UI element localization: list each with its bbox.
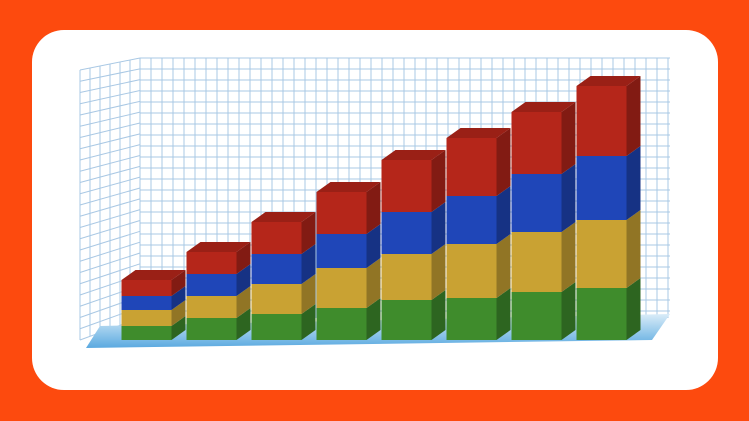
bar-segment [576,220,627,288]
bar-segment-side [366,182,381,234]
bar-segment-side [236,308,251,340]
bar-segment [511,174,562,232]
bar-top [251,212,316,222]
bar-segment [251,314,302,340]
bar-segment-side [301,304,316,340]
bars [121,76,641,340]
bar-segment-side [626,76,641,156]
bar-segment-side [496,288,511,340]
bar-segment-side [236,286,251,318]
bar-segment-side [236,242,251,274]
bar-segment-side [431,150,446,212]
bar-segment-side [171,286,186,310]
bar-segment-side [431,202,446,254]
bar-segment-side [431,290,446,340]
bar-segment [121,326,172,340]
bar-segment [446,244,497,298]
bar-segment [316,308,367,340]
bar-segment-side [301,212,316,254]
bar-segment-side [431,244,446,300]
bar-top [446,128,511,138]
bar-segment [576,156,627,220]
bar-segment [121,280,172,296]
bar-segment-side [366,298,381,340]
bar-segment-side [301,274,316,314]
bar-segment [186,274,237,296]
bar-segment [576,86,627,156]
bar-segment-side [561,164,576,232]
bar-top [576,76,641,86]
bar-segment [121,296,172,310]
bar-segment [316,268,367,308]
bar-segment [381,300,432,340]
bar-segment-side [171,270,186,296]
bar-top [381,150,446,160]
bar-segment [251,222,302,254]
bar-segment [381,254,432,300]
bar-segment [381,212,432,254]
bar-segment [446,196,497,244]
bar-segment-side [366,258,381,308]
bar-segment [446,298,497,340]
bar-segment [251,254,302,284]
bar-segment [251,284,302,314]
bar-segment-side [496,234,511,298]
bar-segment [511,232,562,292]
bar-segment [316,192,367,234]
bar-segment [511,292,562,340]
bar-segment [576,288,627,340]
bar-segment [121,310,172,326]
bar-segment [186,296,237,318]
bar-top [121,270,186,280]
bar-top [511,102,576,112]
bar-segment-side [626,278,641,340]
bar-segment [316,234,367,268]
bar-segment-side [496,186,511,244]
bar-segment [186,318,237,340]
bar-segment-side [561,102,576,174]
bar-segment [446,138,497,196]
bar-top [316,182,381,192]
bar-segment-side [301,244,316,284]
bar-segment-side [171,316,186,340]
bar-segment [186,252,237,274]
bar-segment-side [171,300,186,326]
bar-segment-side [626,146,641,220]
bar-segment-side [366,224,381,268]
bar-segment-side [496,128,511,196]
bar-segment-side [561,222,576,292]
bar-segment [511,112,562,174]
bar-segment-side [236,264,251,296]
bar-segment [381,160,432,212]
bar-segment-side [626,210,641,288]
bar-segment-side [561,282,576,340]
bar-top [186,242,251,252]
